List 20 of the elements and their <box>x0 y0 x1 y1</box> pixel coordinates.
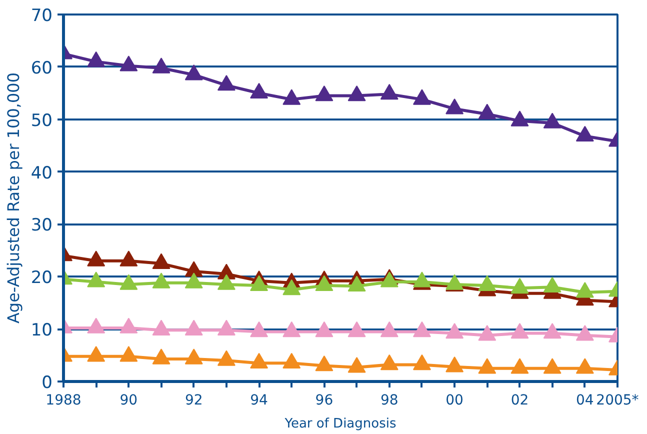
x-tick-label: 02 <box>510 392 529 408</box>
x-tick-label: 94 <box>250 392 268 408</box>
y-tick-label: 60 <box>30 58 53 78</box>
y-tick-label: 10 <box>30 320 53 341</box>
x-tick-label: 04 <box>576 392 594 408</box>
x-tick-label: 1988 <box>46 392 82 408</box>
y-axis-title: Age-Adjusted Rate per 100,000 <box>4 72 23 324</box>
y-tick-label: 40 <box>30 163 53 184</box>
y-tick-label: 0 <box>42 373 53 393</box>
y-tick-label: 30 <box>30 216 53 236</box>
x-tick-label: 00 <box>446 392 464 408</box>
x-tick-label: 92 <box>184 392 203 408</box>
y-tick-label: 70 <box>30 6 53 26</box>
y-tick-label: 20 <box>30 268 53 288</box>
x-tick-label: 96 <box>315 392 334 408</box>
y-tick-label: 50 <box>30 110 53 131</box>
x-tick-label: 98 <box>380 392 398 408</box>
x-tick-label: 90 <box>120 392 138 408</box>
x-tick-label: 2005* <box>596 392 639 408</box>
x-axis-title: Year of Diagnosis <box>284 416 396 432</box>
